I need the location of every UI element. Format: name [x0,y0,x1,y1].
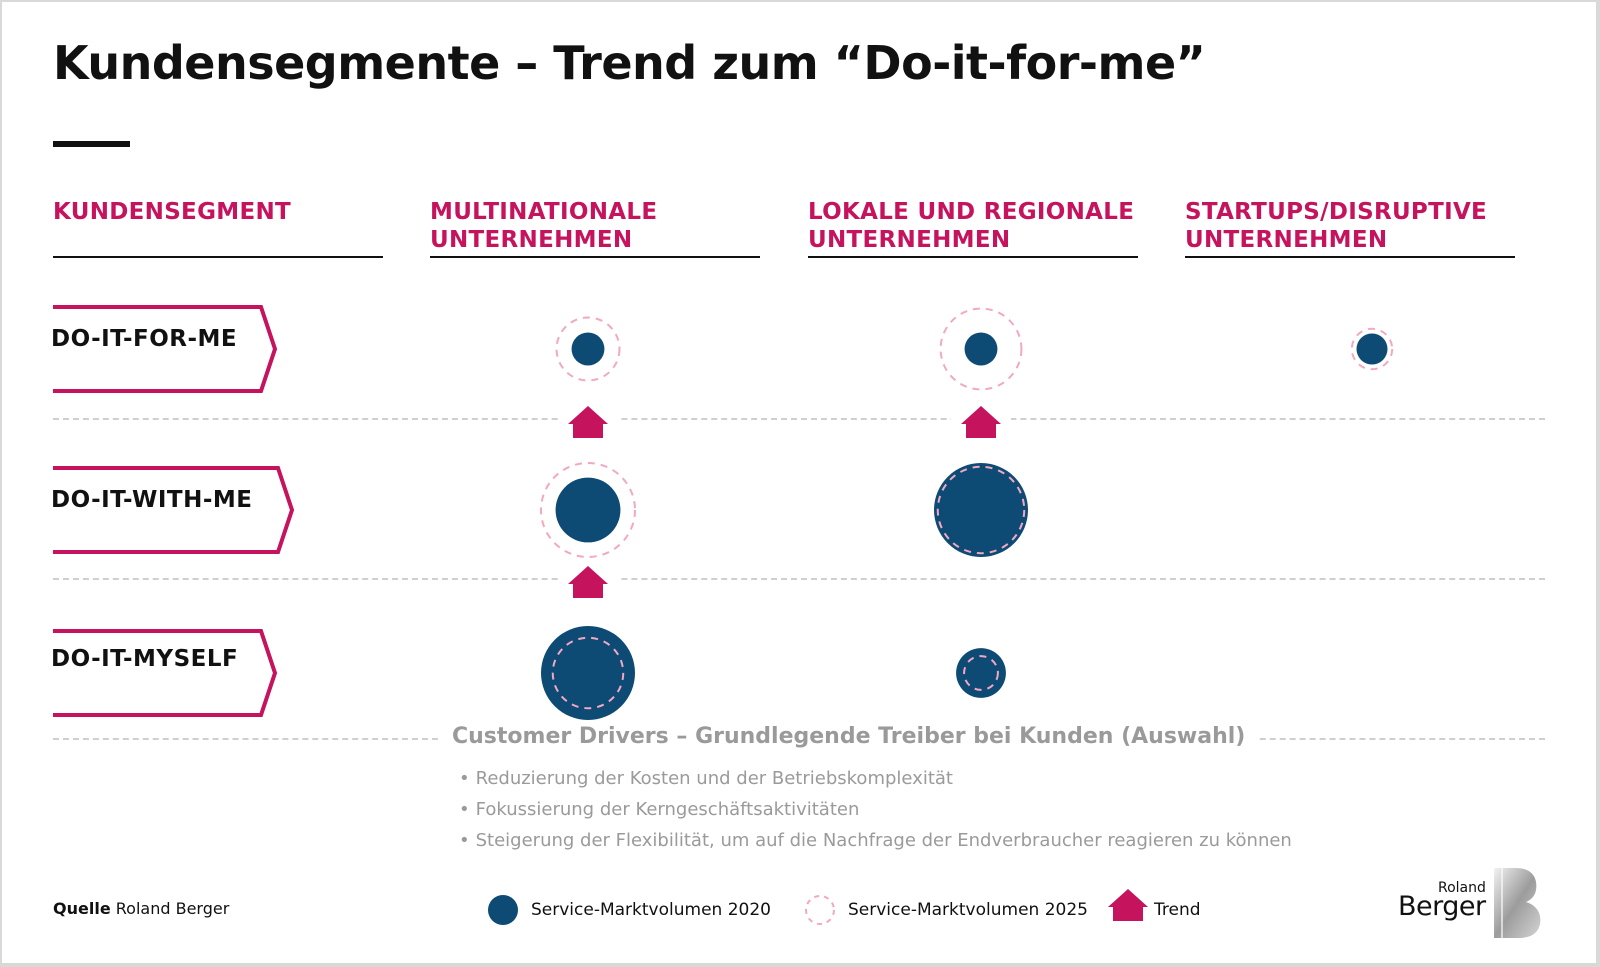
column-header-segment-text: KUNDENSEGMENT [53,199,291,225]
source-label: Quelle [53,899,111,918]
bubble-2025 [939,307,1023,391]
column-header-lokal: LOKALE UND REGIONALE UNTERNEHMEN [808,198,1138,258]
trend-arrow-icon [961,406,1001,438]
drivers-title-box: Customer Drivers – Grundlegende Treiber … [440,724,1258,749]
column-header-line: LOKALE UND REGIONALE [808,199,1135,225]
logo-b-icon: B [1492,866,1541,938]
column-rule [1185,256,1515,258]
legend-circle-2020-icon [488,895,518,925]
logo-mark-letter: B [1492,866,1493,867]
bubble-2025 [936,465,1026,555]
column-header-startups: STARTUPS/DISRUPTIVE UNTERNEHMEN [1185,198,1515,258]
page-title: Kundensegmente – Trend zum “Do-it-for-me… [53,36,1206,90]
bubble-2025 [551,636,625,710]
legend-label-2020: Service-Marktvolumen 2020 [531,900,771,920]
column-header-segment: KUNDENSEGMENT [53,198,383,258]
row-separator [53,578,1545,580]
driver-item: • Steigerung der Flexibilität, um auf die… [459,830,1292,851]
legend-trend-arrow-icon [1108,889,1148,921]
bubbles [540,307,1394,720]
bullet: • [459,768,470,789]
column-rule [430,256,760,258]
source-value: Roland Berger [115,899,230,918]
trend-arrows [558,404,1011,602]
driver-item: • Fokussierung der Kerngeschäftsaktivität… [459,799,859,820]
bubble-2025 [1350,327,1394,371]
title-underline [53,141,130,147]
trend-arrow-icon [568,406,608,438]
column-header-line: UNTERNEHMEN [808,227,1011,253]
legend-circle-2025-icon [805,895,835,925]
bullet: • [459,799,470,820]
column-header-multinational: MULTINATIONALE UNTERNEHMEN [430,198,760,258]
column-header-line: UNTERNEHMEN [430,227,633,253]
bubble-2020 [934,463,1028,557]
logo-berger-text: Berger [1398,891,1486,922]
logo-roland-text: Roland [1438,880,1486,896]
row-label-do-it-for-me: DO-IT-FOR-ME [51,326,238,352]
bubble-2025 [963,655,999,691]
drivers-title: Customer Drivers – Grundlegende Treiber … [452,724,1246,749]
bubble-2020 [571,332,605,366]
column-header-line: UNTERNEHMEN [1185,227,1388,253]
column-header-line: MULTINATIONALE [430,199,658,225]
row-chevron [53,629,278,717]
column-header-line: STARTUPS/DISRUPTIVE [1185,199,1488,225]
bubble-2025 [540,462,636,558]
driver-text: Reduzierung der Kosten und der Betriebsk… [475,768,953,789]
driver-item: • Reduzierung der Kosten und der Betriebs… [459,768,953,789]
legend-label-trend: Trend [1154,900,1201,920]
column-rule [808,256,1138,258]
row-chevron [53,466,295,554]
legend-marks [488,889,1148,925]
driver-text: Steigerung der Flexibilität, um auf die … [475,830,1292,851]
bubble-2020 [964,332,998,366]
bubble-2020 [1356,333,1388,365]
bubble-2025 [555,316,621,382]
trend-arrow-icon [568,566,608,598]
legend-label-2025: Service-Marktvolumen 2025 [848,900,1088,920]
bubble-2020 [541,626,635,720]
row-chevron [53,305,278,393]
source-note: Quelle Roland Berger [53,899,229,918]
bullet: • [459,830,470,851]
row-label-do-it-myself: DO-IT-MYSELF [51,646,239,672]
row-separator [53,418,1545,420]
row-chevrons [53,305,295,717]
bubble-2020 [555,477,621,543]
row-label-do-it-with-me: DO-IT-WITH-ME [51,487,253,513]
driver-text: Fokussierung der Kerngeschäftsaktivitäte… [475,799,860,820]
column-rule [53,256,383,258]
